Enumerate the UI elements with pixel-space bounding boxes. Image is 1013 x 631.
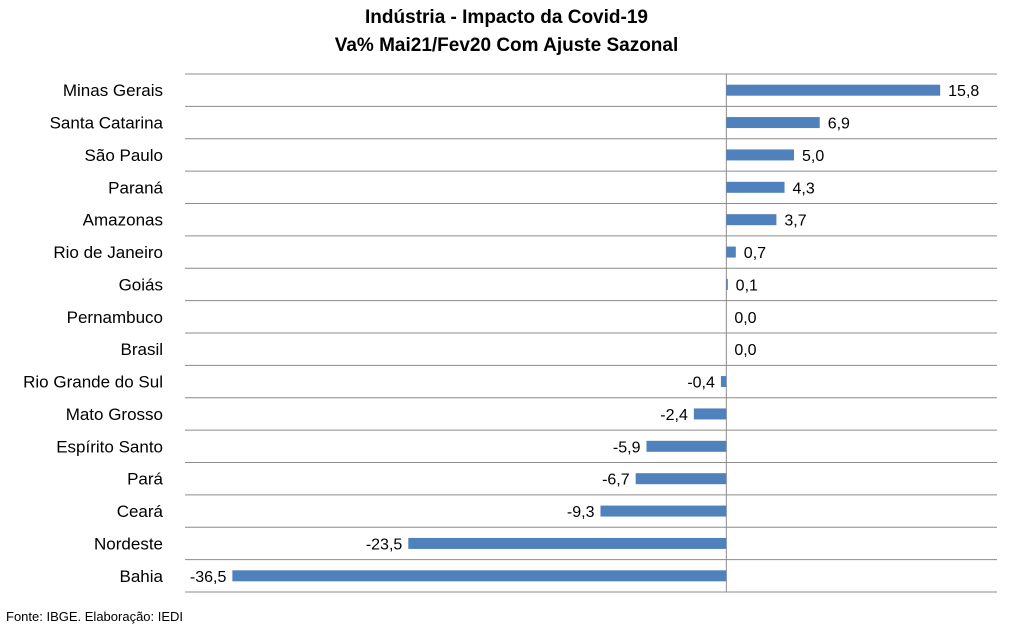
data-label: -5,9 <box>613 439 641 456</box>
chart-subtitle: Va% Mai21/Fev20 Com Ajuste Sazonal <box>334 35 679 56</box>
chart-title: Indústria - Impacto da Covid-19 <box>365 7 648 28</box>
category-label: Rio Grande do Sul <box>23 373 163 392</box>
data-label: 6,9 <box>828 116 850 133</box>
category-label: Nordeste <box>94 534 163 553</box>
category-label: São Paulo <box>85 146 163 165</box>
category-label: Paraná <box>108 178 163 197</box>
category-label: Brasil <box>120 340 163 359</box>
bar <box>726 84 941 96</box>
bar <box>726 246 736 258</box>
category-label: Minas Gerais <box>63 81 163 100</box>
data-label: 4,3 <box>793 180 815 197</box>
category-label: Mato Grosso <box>66 405 163 424</box>
category-label: Rio de Janeiro <box>53 243 163 262</box>
bar <box>726 149 794 161</box>
category-label: Amazonas <box>83 211 163 230</box>
bar <box>232 570 727 582</box>
data-label: 0,1 <box>736 277 758 294</box>
bar <box>646 440 727 452</box>
category-label: Espírito Santo <box>56 437 163 456</box>
category-label: Pará <box>127 470 163 489</box>
bar <box>720 376 727 388</box>
bar <box>635 473 727 485</box>
bar <box>693 408 727 420</box>
data-label: 0,0 <box>734 310 756 327</box>
category-label: Ceará <box>117 502 164 521</box>
bar <box>726 214 777 226</box>
bar <box>600 505 727 517</box>
category-label: Goiás <box>119 275 163 294</box>
source-note: Fonte: IBGE. Elaboração: IEDI <box>6 609 184 624</box>
data-label: -9,3 <box>567 504 595 521</box>
data-label: 5,0 <box>802 148 824 165</box>
data-label: 15,8 <box>948 83 979 100</box>
category-label: Pernambuco <box>67 308 163 327</box>
data-label: -2,4 <box>660 407 688 424</box>
data-label: 3,7 <box>784 213 806 230</box>
data-label: 0,0 <box>734 342 756 359</box>
data-label: -36,5 <box>190 569 227 586</box>
bar <box>726 117 820 129</box>
bar <box>726 278 728 290</box>
category-label: Bahia <box>120 567 164 586</box>
data-label: -23,5 <box>366 536 403 553</box>
data-label: 0,7 <box>744 245 766 262</box>
category-label: Santa Catarina <box>50 114 164 133</box>
bar <box>408 537 727 549</box>
data-label: -6,7 <box>602 472 630 489</box>
bar <box>726 181 785 193</box>
data-label: -0,4 <box>687 375 715 392</box>
